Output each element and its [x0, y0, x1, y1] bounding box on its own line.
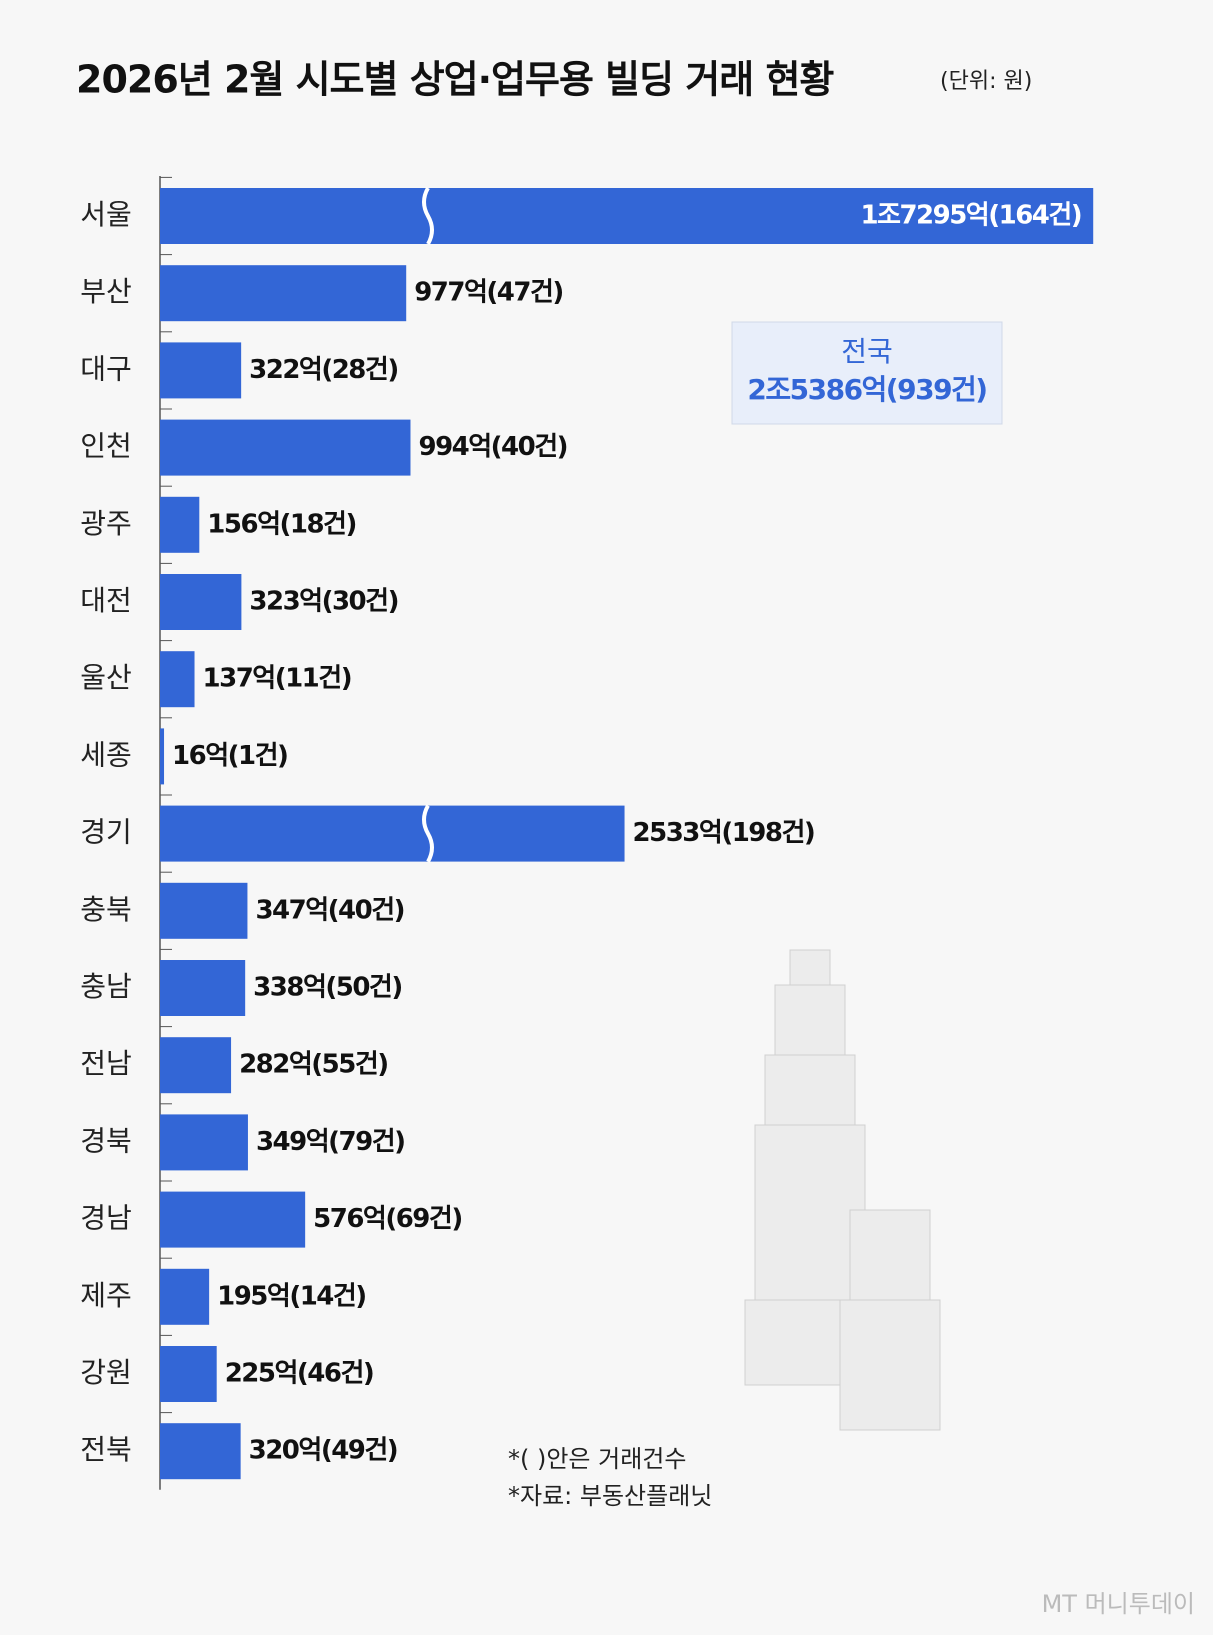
- category-label: 대구: [80, 352, 132, 385]
- bar: [160, 265, 407, 322]
- category-label: 부산: [80, 275, 132, 308]
- value-label: 576억(69건): [313, 1204, 462, 1234]
- category-label: 전남: [80, 1047, 132, 1080]
- unit-label: (단위: 원): [940, 69, 1032, 94]
- bar: [160, 1346, 217, 1402]
- value-label: 977억(47건): [414, 278, 563, 308]
- value-label: 137억(11건): [203, 664, 352, 694]
- value-label: 347억(40건): [255, 895, 404, 925]
- axis-break: [422, 187, 434, 245]
- total-label: 전국: [841, 335, 893, 368]
- bar: [160, 419, 411, 476]
- watermark: MT 머니투데이: [1042, 1590, 1195, 1618]
- category-label: 광주: [80, 507, 132, 540]
- category-label: 세종: [80, 738, 132, 771]
- category-label: 충남: [80, 970, 132, 1003]
- value-label: 994억(40건): [418, 432, 567, 462]
- bar: [160, 188, 1094, 244]
- building: [744, 949, 941, 1431]
- category-label: 인천: [80, 430, 132, 463]
- chart-title: 2026년 2월 시도별 상업·업무용 빌딩 거래 현황: [76, 58, 834, 102]
- bar: [160, 342, 242, 399]
- category-label: 제주: [80, 1279, 132, 1312]
- value-label: 323억(30건): [249, 587, 398, 617]
- category-label: 서울: [80, 198, 132, 231]
- bar: [160, 1268, 210, 1325]
- bar: [160, 1037, 232, 1094]
- category-label: 경남: [80, 1202, 132, 1235]
- bar: [160, 496, 200, 553]
- category-label: 울산: [80, 661, 132, 694]
- value-label: 16억(1건): [172, 741, 287, 771]
- value-label: 320억(49건): [249, 1436, 398, 1466]
- category-label: 경기: [80, 816, 132, 849]
- category-label: 경북: [80, 1124, 132, 1157]
- axis-break: [422, 804, 434, 863]
- bar: [160, 1114, 248, 1171]
- bar: [160, 1423, 241, 1480]
- bar: [160, 651, 195, 708]
- value-label: 322억(28건): [249, 355, 398, 385]
- bar: [160, 882, 248, 939]
- bar: [160, 1191, 306, 1248]
- value-label: 156억(18건): [207, 509, 356, 539]
- value-label: 2533억(198건): [633, 818, 815, 848]
- category-label: 전북: [80, 1433, 132, 1466]
- footnote: *( )안은 거래건수: [508, 1445, 686, 1473]
- value-label: 349억(79건): [256, 1127, 405, 1157]
- bar: [160, 960, 246, 1016]
- bar: [160, 805, 625, 862]
- category-label: 강원: [80, 1356, 132, 1389]
- category-label: 대전: [80, 584, 132, 617]
- bar: [160, 728, 165, 785]
- value-label: 338억(50건): [253, 973, 402, 1003]
- value-label: 1조7295억(164건): [860, 201, 1081, 231]
- value-label: 195억(14건): [217, 1281, 366, 1311]
- bar: [160, 574, 242, 630]
- total-box: [731, 321, 1003, 425]
- total-value: 2조5386억(939건): [747, 373, 986, 406]
- category-label: 충북: [80, 893, 132, 926]
- value-label: 282억(55건): [239, 1050, 388, 1080]
- value-label: 225억(46건): [225, 1359, 374, 1389]
- source-note: *자료: 부동산플래닛: [508, 1482, 712, 1510]
